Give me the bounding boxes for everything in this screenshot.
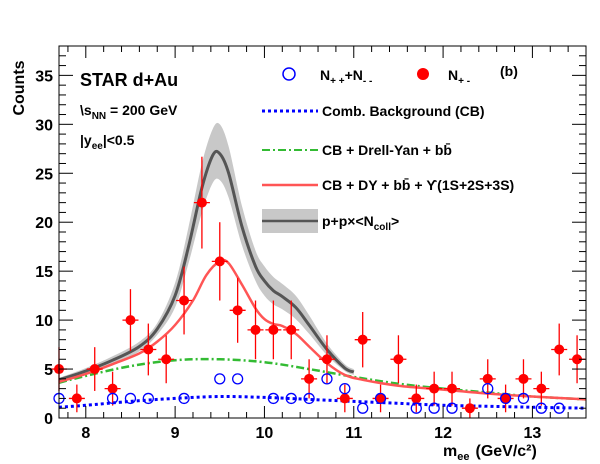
y-tick-label: 25	[35, 166, 53, 183]
energy-label: \sNN = 200 GeV	[80, 102, 178, 122]
data-point-layer	[51, 156, 586, 418]
legend-opposite-sign-label: N+ -	[448, 67, 470, 87]
legend-same-sign-label: N+ ++N- -	[320, 67, 372, 87]
opposite-sign-point	[232, 305, 243, 316]
opposite-sign-point	[125, 315, 136, 326]
opposite-sign-point	[393, 354, 404, 365]
x-axis-label-main: m	[443, 443, 457, 460]
y-tick-label: 5	[44, 362, 53, 379]
same-sign-point	[482, 382, 494, 395]
legend: N+ ++N- - N+ - (b) Comb. Background (CB)…	[262, 63, 518, 233]
axis-tick-layer: 8 9 10 11 12 13 0 5 10 15 20 25 30 35	[35, 45, 587, 442]
y-tick-label: 15	[35, 264, 53, 281]
x-axis-label-unit: (GeV/c²)	[475, 443, 536, 460]
x-tick-label: 8	[81, 425, 90, 442]
y-tick-label: 35	[35, 68, 53, 85]
same-sign-point	[106, 392, 119, 405]
opposite-sign-point	[286, 324, 297, 335]
legend-marker-opposite-sign	[417, 68, 429, 80]
energy-label-sub: NN	[92, 111, 106, 122]
y-tick-label: 30	[35, 117, 53, 134]
same-sign-point	[446, 402, 458, 414]
opposite-sign-point	[572, 354, 583, 365]
experiment-label: STAR d+Au	[80, 70, 178, 90]
x-tick-label: 10	[256, 425, 274, 442]
opposite-sign-point	[143, 344, 154, 355]
legend-marker-same-sign	[282, 67, 296, 81]
x-axis-label-sub: ee	[457, 451, 469, 463]
rapidity-label-sub: ee	[92, 141, 104, 152]
same-sign-point	[321, 373, 333, 385]
opposite-sign-point	[357, 334, 368, 345]
opposite-sign-point	[161, 354, 172, 365]
energy-label-value: = 200 GeV	[106, 102, 178, 118]
panel-label: (b)	[500, 63, 518, 79]
same-sign-point	[142, 392, 154, 405]
opposite-sign-point	[196, 197, 207, 208]
y-tick-label: 20	[35, 215, 53, 232]
x-tick-label: 13	[524, 425, 542, 442]
opposite-sign-point	[107, 383, 118, 394]
opposite-sign-point	[411, 393, 422, 404]
opposite-sign-point	[375, 393, 386, 404]
same-sign-point	[178, 392, 190, 405]
same-sign-point	[517, 392, 530, 405]
same-sign-point	[124, 392, 137, 405]
pp-band-layer	[59, 122, 354, 382]
opposite-sign-point	[89, 364, 100, 375]
opposite-sign-point	[179, 295, 190, 306]
y-tick-label: 0	[44, 411, 53, 428]
x-tick-label: 9	[171, 425, 180, 442]
x-tick-label: 11	[345, 425, 362, 442]
opposite-sign-point	[304, 373, 315, 384]
x-axis-label: mee (GeV/c²)	[443, 443, 537, 463]
opposite-sign-point	[214, 256, 225, 267]
same-sign-point	[303, 392, 315, 405]
same-sign-point	[428, 402, 440, 414]
opposite-sign-point	[500, 393, 511, 404]
opposite-sign-point	[268, 324, 279, 335]
energy-label-prefix: \s	[80, 102, 92, 118]
opposite-sign-point	[339, 393, 350, 404]
opposite-sign-point	[321, 354, 332, 365]
same-sign-point	[499, 392, 512, 405]
curve-4	[58, 258, 587, 401]
y-axis-label: Counts	[11, 60, 28, 115]
legend-dy-label: CB + Drell-Yan + bb̄	[322, 141, 452, 158]
rapidity-label-value: |<0.5	[103, 132, 135, 148]
opposite-sign-point	[482, 373, 493, 384]
opposite-sign-point	[464, 403, 475, 414]
opposite-sign-point	[554, 344, 565, 355]
opposite-sign-point	[250, 324, 261, 335]
rapidity-label-prefix: |y	[80, 132, 92, 148]
opposite-sign-point	[71, 393, 82, 404]
same-sign-point	[374, 392, 387, 405]
same-sign-point	[339, 382, 351, 395]
y-tick-label: 10	[35, 313, 53, 330]
pp-scaled-curve	[58, 149, 355, 382]
x-tick-label: 12	[434, 425, 452, 442]
same-sign-point	[535, 402, 547, 414]
opposite-sign-point	[518, 373, 529, 384]
same-sign-point	[553, 402, 565, 414]
opposite-sign-point	[429, 383, 440, 394]
same-sign-point	[267, 392, 280, 405]
opposite-sign-point	[447, 383, 458, 394]
same-sign-point	[214, 373, 226, 385]
pp-uncertainty-band	[59, 122, 354, 382]
legend-ups-label: CB + DY + bb̄ + ϒ(1S+2S+3S)	[322, 176, 514, 193]
legend-cb-label: Comb. Background (CB)	[322, 103, 485, 119]
legend-pp-label: p+p×<Ncoll>	[322, 213, 399, 233]
opposite-sign-point	[536, 383, 547, 394]
same-sign-point	[410, 402, 422, 414]
same-sign-point	[285, 392, 297, 405]
same-sign-point	[357, 402, 369, 414]
same-sign-point	[231, 373, 244, 385]
rapidity-label: |yee|<0.5	[80, 132, 135, 152]
